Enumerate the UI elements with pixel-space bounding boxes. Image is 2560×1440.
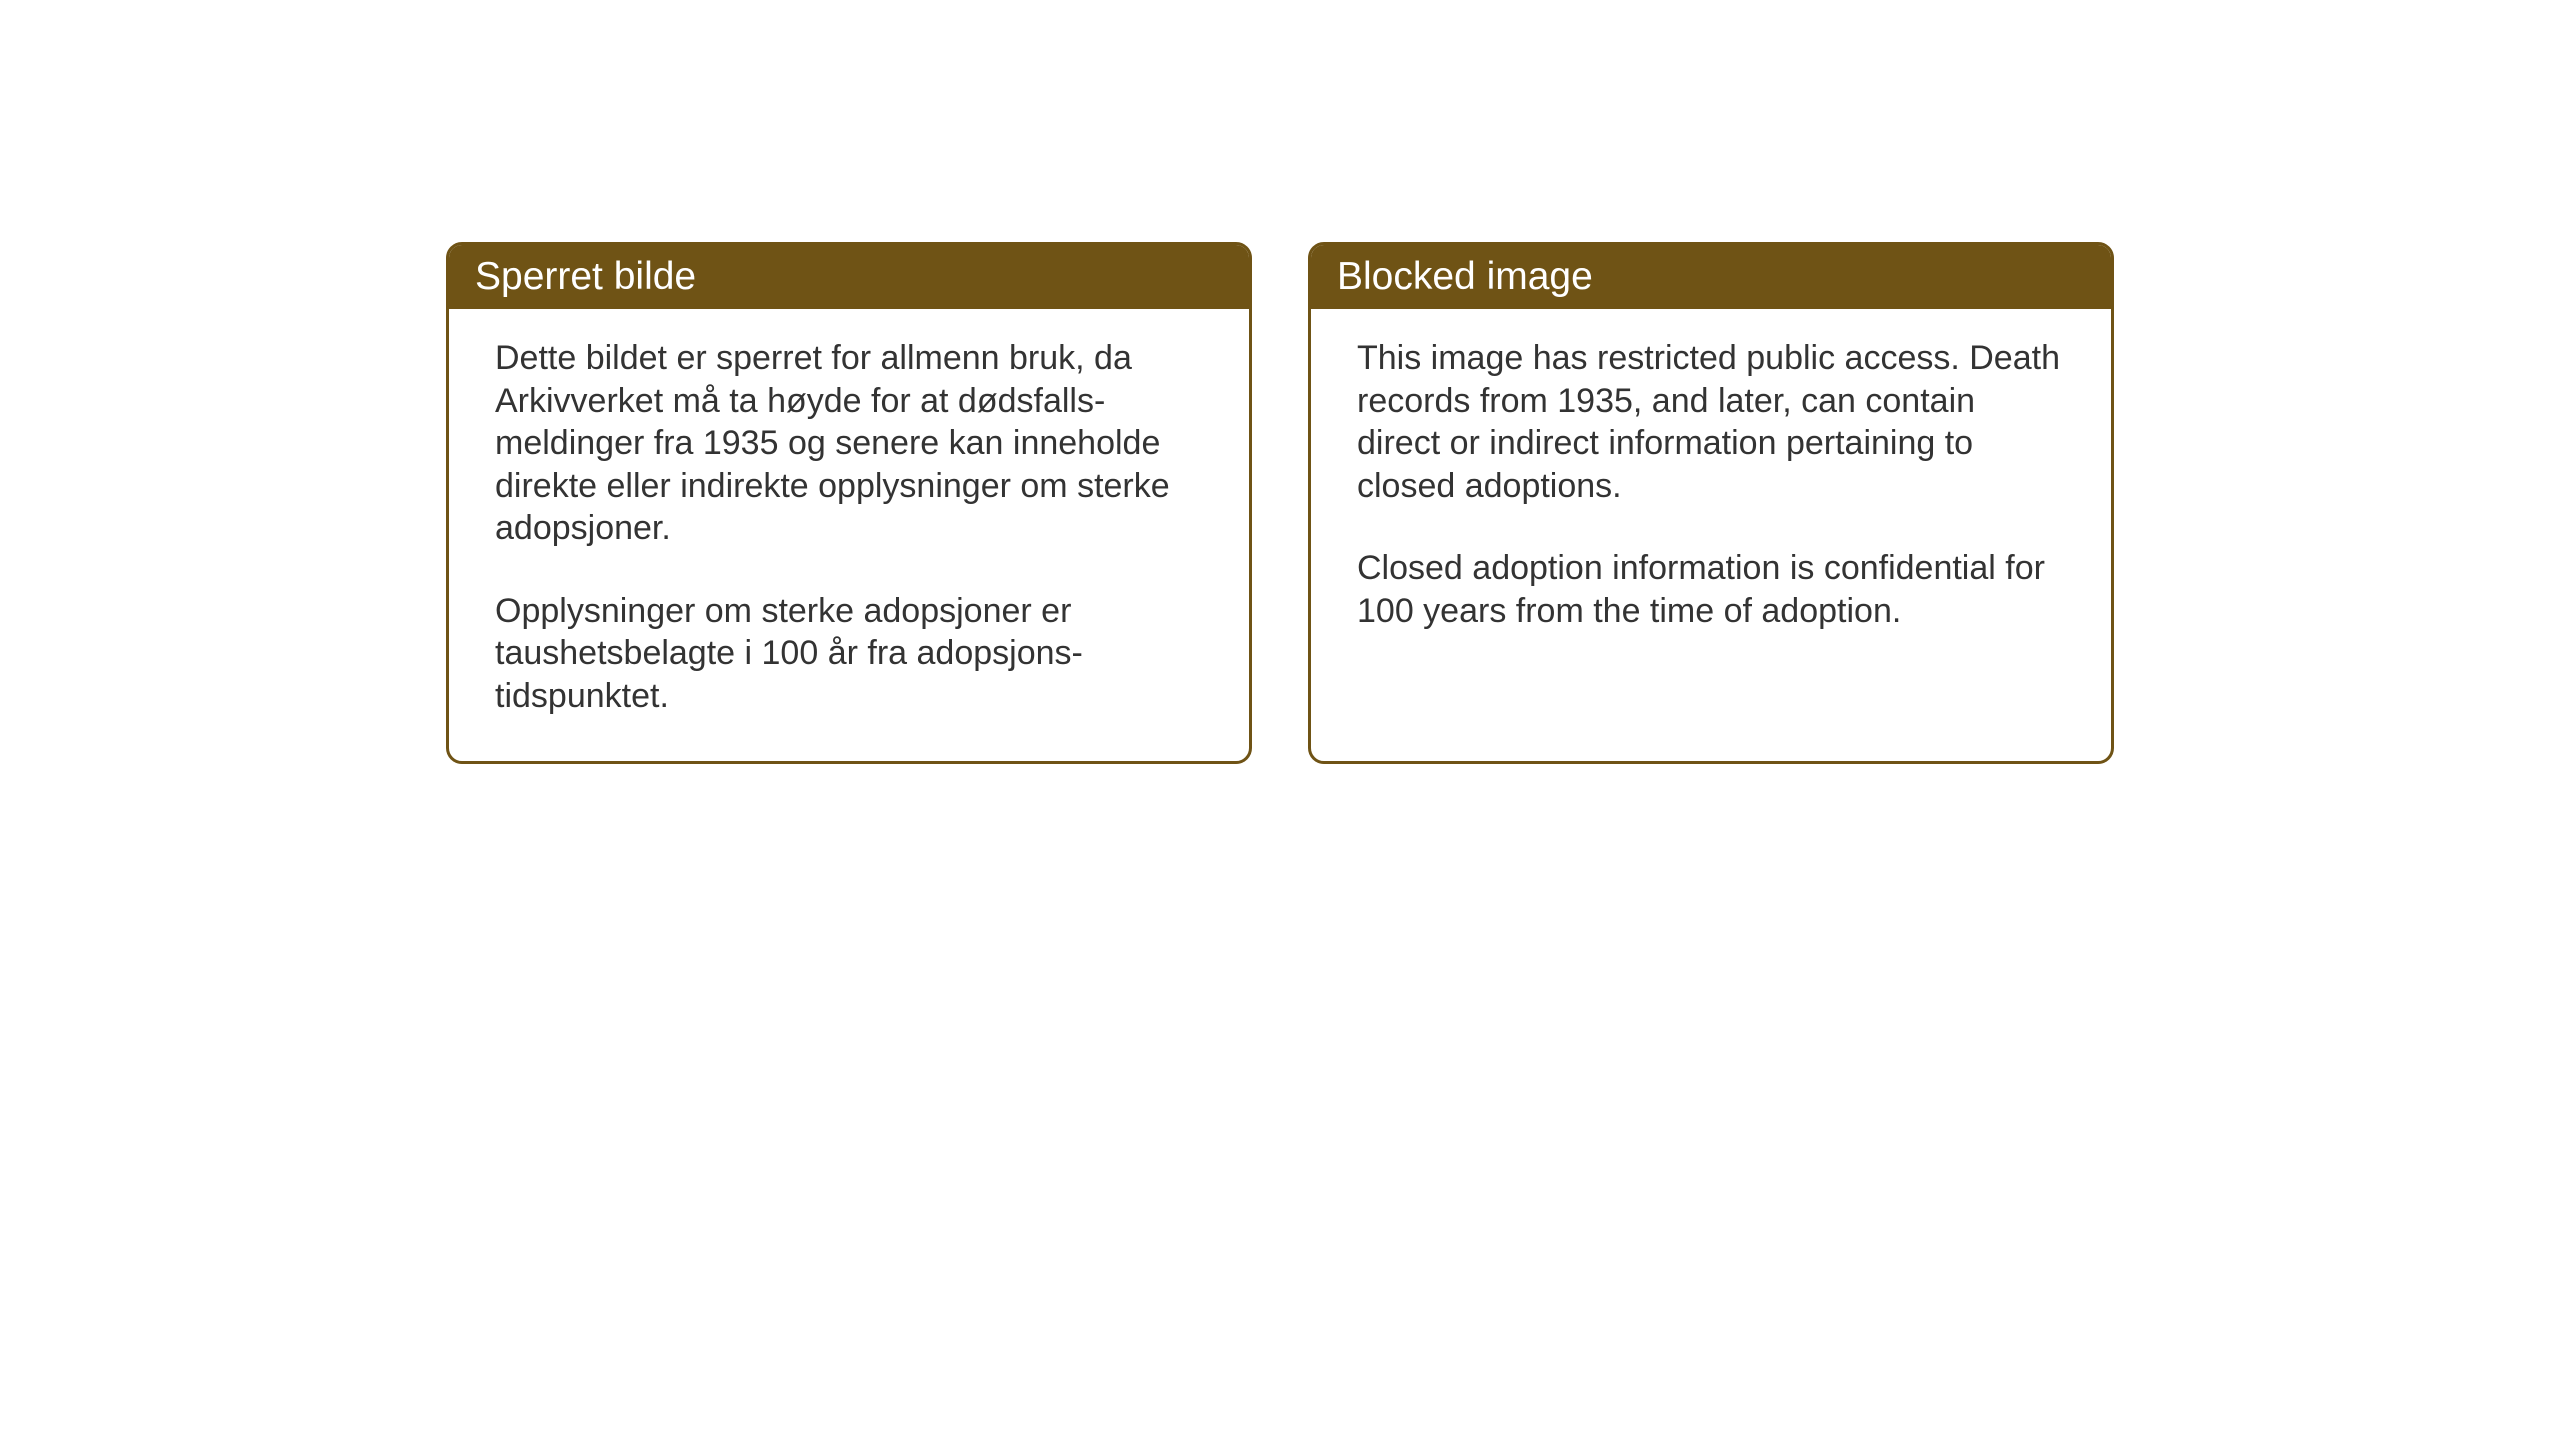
card-title: Blocked image [1337, 255, 1593, 298]
card-body-english: This image has restricted public access.… [1311, 309, 2111, 676]
notice-card-english: Blocked image This image has restricted … [1308, 242, 2114, 764]
notice-card-norwegian: Sperret bilde Dette bildet er sperret fo… [446, 242, 1252, 764]
notice-cards-container: Sperret bilde Dette bildet er sperret fo… [446, 242, 2114, 764]
card-paragraph-2: Opplysninger om sterke adopsjoner er tau… [495, 590, 1203, 718]
card-paragraph-1: Dette bildet er sperret for allmenn bruk… [495, 337, 1203, 550]
card-header-english: Blocked image [1311, 245, 2111, 309]
card-body-norwegian: Dette bildet er sperret for allmenn bruk… [449, 309, 1249, 761]
card-paragraph-2: Closed adoption information is confident… [1357, 547, 2065, 632]
card-paragraph-1: This image has restricted public access.… [1357, 337, 2065, 507]
card-title: Sperret bilde [475, 255, 696, 298]
card-header-norwegian: Sperret bilde [449, 245, 1249, 309]
